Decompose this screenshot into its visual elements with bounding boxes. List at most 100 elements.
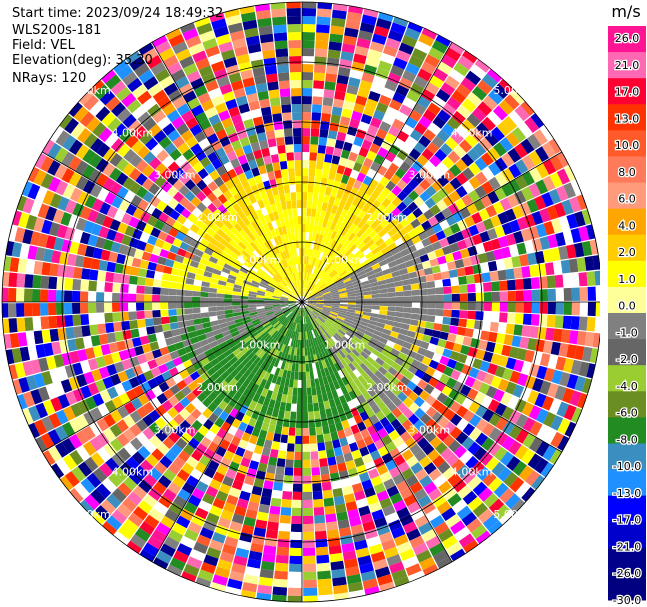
velocity-gate [302,483,312,492]
velocity-gate [281,260,287,269]
velocity-gate [323,305,332,309]
velocity-gate [157,96,172,110]
velocity-gate [136,373,147,385]
velocity-gate [88,313,98,325]
velocity-gate [303,579,317,588]
velocity-gate [207,202,218,213]
velocity-gate [455,158,468,172]
velocity-gate [309,427,317,436]
velocity-gate [338,245,346,254]
velocity-gate [296,288,300,297]
velocity-gate [336,404,345,415]
velocity-gate [41,219,53,235]
velocity-gate [348,255,357,263]
velocity-gate [295,435,302,444]
velocity-gate [206,242,217,251]
velocity-gate [409,443,422,456]
velocity-gate [287,321,293,329]
velocity-gate [302,40,315,49]
velocity-gate [270,279,278,286]
velocity-gate [176,302,185,309]
velocity-gate [510,498,525,514]
velocity-gate [401,386,413,397]
velocity-gate [400,346,410,356]
velocity-gate [455,185,468,198]
velocity-gate [473,199,486,212]
velocity-gate [391,326,401,334]
velocity-gate [341,348,349,357]
velocity-gate [245,324,254,331]
velocity-gate [114,531,130,545]
velocity-gate [127,512,144,527]
velocity-gate [306,291,312,298]
velocity-gate [343,427,353,437]
velocity-gate [248,293,257,298]
velocity-gate [315,386,322,395]
velocity-gate [180,535,196,549]
velocity-gate [446,358,457,369]
velocity-gate [59,114,73,130]
velocity-gate [571,407,583,423]
velocity-gate [290,330,295,339]
velocity-gate [164,258,175,268]
velocity-gate [392,473,405,486]
velocity-gate [435,287,444,295]
velocity-gate [356,497,369,509]
velocity-gate [84,194,97,209]
velocity-gate [308,176,315,185]
velocity-gate [260,266,268,274]
velocity-gate [311,112,322,121]
velocity-gate [307,300,316,302]
velocity-gate [399,487,413,500]
velocity-gate [371,246,381,255]
velocity-gate [248,296,257,300]
velocity-gate [473,391,486,405]
velocity-gate [343,100,355,111]
velocity-gate [241,524,255,535]
velocity-gate [349,351,358,360]
velocity-gate [461,194,474,207]
velocity-gate [419,288,428,296]
velocity-gate [488,413,502,427]
velocity-gate [109,219,121,232]
velocity-gate [187,381,198,392]
velocity-gate [351,482,364,494]
velocity-gate [201,317,211,324]
velocity-gate [256,511,269,522]
velocity-gate [68,102,83,117]
velocity-gate [343,452,354,463]
velocity-gate [147,535,163,550]
velocity-gate [206,260,216,269]
velocity-gate [234,318,244,324]
velocity-gate [159,346,170,356]
velocity-gate [310,443,318,452]
velocity-gate [218,380,229,390]
velocity-gate [555,302,564,315]
velocity-gate [82,336,93,349]
velocity-gate [121,92,137,108]
velocity-gate [230,30,245,42]
velocity-gate [302,96,312,105]
velocity-gate [139,259,150,270]
velocity-gate [260,317,269,323]
velocity-gate [345,566,360,577]
velocity-gate [293,379,298,388]
colorbar-tick-label: -10.0 [613,460,641,473]
velocity-gate [442,226,454,238]
velocity-gate [154,461,168,475]
velocity-gate [294,371,299,380]
velocity-gate [351,276,360,283]
velocity-gate [324,211,331,221]
velocity-gate [323,322,331,329]
velocity-gate [290,88,302,97]
velocity-gate [231,139,242,151]
velocity-gate [431,40,448,54]
velocity-gate [439,142,453,156]
velocity-gate [278,385,285,394]
velocity-gate [464,376,476,388]
velocity-gate [377,146,389,158]
velocity-gate [84,396,98,411]
velocity-gate [230,266,240,274]
velocity-gate [508,163,522,179]
velocity-gate [478,487,493,502]
